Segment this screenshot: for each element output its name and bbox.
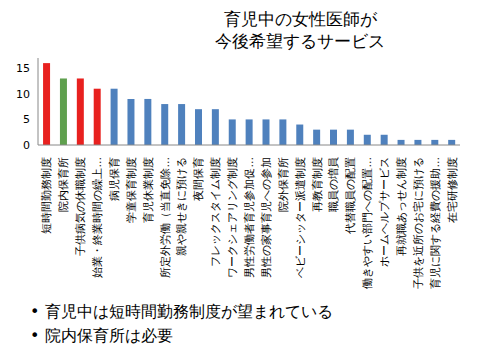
svg-text:院外保育所: 院外保育所 bbox=[277, 157, 289, 212]
html-text:今後希望するサービス: 今後希望するサービス bbox=[215, 31, 385, 51]
svg-text:院内保育所: 院内保育所 bbox=[57, 157, 69, 212]
svg-text:働きやすい部門への配置…: 働きやすい部門への配置… bbox=[361, 157, 374, 289]
html-text:• 院内保育所は必要: • 院内保育所は必要 bbox=[30, 326, 173, 345]
svg-text:再教育制度: 再教育制度 bbox=[311, 157, 323, 212]
svg-text:子供病気の休職制度: 子供病気の休職制度 bbox=[74, 157, 86, 256]
svg-text:学童保育制度: 学童保育制度 bbox=[125, 157, 137, 223]
svg-text:再就職あっせん制度: 再就職あっせん制度 bbox=[395, 157, 407, 256]
svg-text:育児休業制度: 育児休業制度 bbox=[142, 157, 154, 223]
svg-text:職員の増員: 職員の増員 bbox=[327, 157, 339, 212]
svg-text:親や親せきに預ける: 親や親せきに預ける bbox=[175, 157, 188, 256]
svg-text:ベビーシッター派遣制度: ベビーシッター派遣制度 bbox=[294, 157, 306, 278]
svg-text:短時間勤務制度: 短時間勤務制度 bbox=[40, 157, 52, 234]
svg-text:5: 5 bbox=[23, 113, 30, 126]
svg-text:男性労働者育児参加促…: 男性労働者育児参加促… bbox=[243, 157, 255, 278]
svg-text:所定外労働（当直免除…: 所定外労働（当直免除… bbox=[159, 157, 171, 278]
html-text:• 育児中は短時間勤務制度が望まれている: • 育児中は短時間勤務制度が望まれている bbox=[30, 302, 333, 321]
svg-text:男性の家事育児への参加: 男性の家事育児への参加 bbox=[260, 157, 272, 278]
html-text:育児中の女性医師が: 育児中の女性医師が bbox=[223, 9, 377, 29]
svg-text:代替職員の配置: 代替職員の配置 bbox=[344, 157, 356, 235]
svg-text:10: 10 bbox=[16, 88, 30, 101]
svg-text:病児保育: 病児保育 bbox=[108, 157, 120, 201]
svg-text:フレックスタイム制度: フレックスタイム制度 bbox=[209, 157, 221, 267]
svg-text:子供を近所のお宅に預ける: 子供を近所のお宅に預ける bbox=[412, 157, 425, 289]
svg-text:ワークシェアリング制度: ワークシェアリング制度 bbox=[226, 157, 238, 278]
svg-text:ホームヘルプサービス: ホームヘルプサービス bbox=[378, 157, 390, 267]
svg-text:育児に関する経費の援助…: 育児に関する経費の援助… bbox=[429, 157, 442, 289]
svg-text:始業・終業時間の繰上…: 始業・終業時間の繰上… bbox=[91, 157, 103, 278]
svg-text:夜間保育: 夜間保育 bbox=[192, 157, 204, 201]
svg-text:0: 0 bbox=[23, 139, 30, 152]
svg-text:在宅研修制度: 在宅研修制度 bbox=[446, 157, 458, 223]
svg-text:15: 15 bbox=[16, 62, 30, 75]
